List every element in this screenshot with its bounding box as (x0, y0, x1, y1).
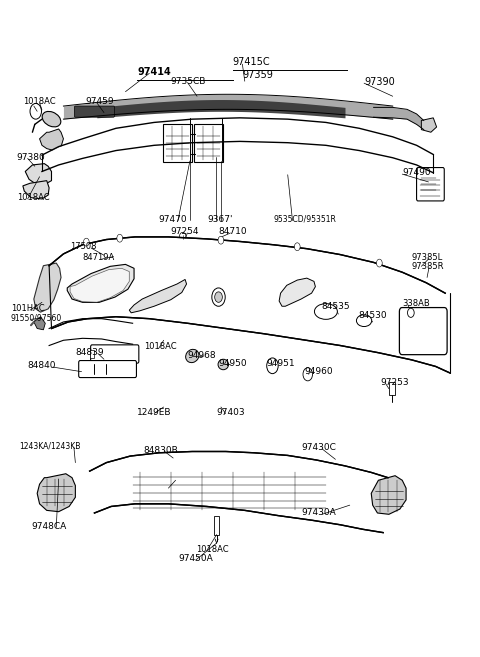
Text: 338AB: 338AB (402, 299, 430, 308)
Polygon shape (279, 278, 315, 306)
Text: 94968: 94968 (188, 351, 216, 360)
Text: 97414: 97414 (137, 67, 171, 77)
Text: 1249EB: 1249EB (137, 408, 172, 417)
FancyBboxPatch shape (163, 124, 192, 162)
Circle shape (294, 243, 300, 251)
Text: 97430C: 97430C (301, 443, 336, 452)
Text: 97403: 97403 (216, 408, 245, 417)
Text: 1018AC: 1018AC (144, 342, 177, 351)
Text: 97430A: 97430A (301, 509, 336, 518)
Circle shape (215, 292, 222, 302)
Polygon shape (34, 263, 61, 312)
Ellipse shape (42, 112, 61, 127)
Circle shape (212, 288, 225, 306)
Polygon shape (67, 264, 134, 302)
Text: 84839: 84839 (75, 348, 104, 357)
Text: 84840: 84840 (28, 361, 56, 371)
Text: 84830B: 84830B (144, 445, 179, 455)
Polygon shape (129, 279, 187, 313)
Text: 94950: 94950 (218, 359, 247, 368)
Text: 84719A: 84719A (83, 254, 115, 262)
Text: 97390: 97390 (364, 77, 395, 87)
Text: 17508: 17508 (71, 242, 97, 251)
Polygon shape (90, 451, 388, 533)
Polygon shape (70, 268, 129, 302)
Circle shape (408, 308, 414, 317)
Polygon shape (49, 237, 450, 373)
Circle shape (303, 368, 312, 381)
Text: 9535CD/95351R: 9535CD/95351R (274, 215, 336, 224)
Text: 97459: 97459 (85, 97, 114, 106)
FancyBboxPatch shape (91, 345, 139, 363)
Ellipse shape (314, 304, 337, 319)
FancyBboxPatch shape (194, 124, 223, 162)
Text: 9735CB: 9735CB (171, 78, 206, 86)
Text: 1243KA/1243KB: 1243KA/1243KB (20, 442, 81, 451)
FancyBboxPatch shape (399, 307, 447, 355)
Text: 101HAC: 101HAC (11, 304, 45, 313)
Ellipse shape (218, 359, 228, 370)
Polygon shape (34, 317, 45, 330)
Polygon shape (419, 174, 441, 196)
Polygon shape (37, 474, 75, 512)
Circle shape (267, 358, 278, 374)
Text: 97359: 97359 (242, 70, 273, 80)
Text: 1018AC: 1018AC (17, 193, 49, 202)
Text: 97415C: 97415C (233, 57, 270, 67)
Text: 97254: 97254 (171, 227, 199, 236)
Text: 97490: 97490 (402, 168, 431, 177)
Text: 84530: 84530 (359, 311, 387, 320)
FancyBboxPatch shape (74, 106, 115, 117)
Text: 97385L: 97385L (412, 254, 443, 262)
Polygon shape (25, 164, 51, 185)
Text: 9748CA: 9748CA (31, 522, 66, 531)
Text: 97253: 97253 (381, 378, 409, 387)
Text: 9367': 9367' (207, 215, 233, 224)
Text: 97380: 97380 (17, 152, 46, 162)
Ellipse shape (357, 315, 372, 327)
Text: 84535: 84535 (321, 302, 350, 311)
FancyBboxPatch shape (79, 361, 136, 378)
Circle shape (30, 103, 41, 119)
Polygon shape (23, 181, 49, 199)
Polygon shape (421, 118, 437, 132)
Bar (214, 516, 219, 535)
Text: 97470: 97470 (159, 215, 188, 224)
Text: 91550/97560: 91550/97560 (11, 313, 62, 323)
Text: 1018AC: 1018AC (23, 97, 56, 106)
Text: 94960: 94960 (304, 367, 333, 376)
Text: 94951: 94951 (266, 359, 295, 368)
Polygon shape (371, 476, 406, 514)
Ellipse shape (186, 350, 199, 363)
Text: 97385R: 97385R (412, 262, 444, 271)
Text: 97450A: 97450A (178, 555, 213, 563)
Bar (389, 382, 395, 396)
Circle shape (376, 259, 382, 267)
Circle shape (180, 233, 186, 242)
Circle shape (117, 235, 122, 242)
Circle shape (84, 238, 89, 246)
Text: 1018AC: 1018AC (196, 545, 229, 554)
Bar (90, 350, 94, 358)
Text: 84710: 84710 (218, 227, 247, 236)
Circle shape (218, 237, 224, 244)
FancyBboxPatch shape (417, 168, 444, 201)
Polygon shape (39, 129, 63, 150)
